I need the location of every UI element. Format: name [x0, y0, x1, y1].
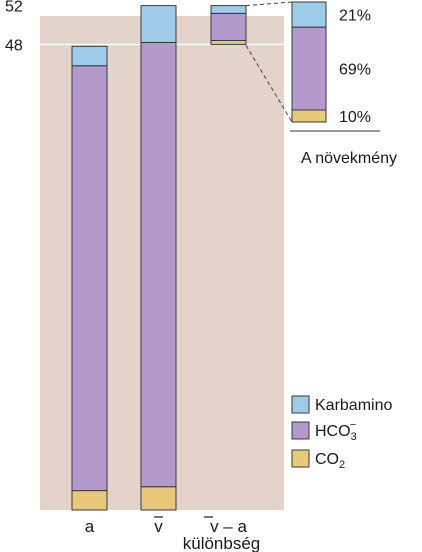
legend-label: CO2	[315, 451, 345, 471]
x-tick-label: v	[154, 517, 163, 536]
bar-segment	[140, 486, 177, 511]
stacked-bars	[71, 5, 247, 511]
connector-top	[245, 1, 293, 7]
inset-segment	[291, 26, 327, 111]
bar-segment	[210, 40, 247, 45]
connector-bottom	[245, 45, 293, 123]
bar-segment	[71, 45, 108, 67]
x-tick-sublabel: különbség	[183, 534, 261, 552]
bar-segment	[71, 65, 108, 492]
inset-segment	[291, 109, 327, 123]
y-tick-label: 52	[5, 0, 23, 16]
legend: Karbamino HCO3− CO2	[291, 395, 392, 471]
legend-label: Karbamino	[315, 397, 392, 414]
legend-label-superscript: −	[350, 419, 356, 431]
legend-label-subscript: 2	[339, 459, 345, 471]
inset-segment	[291, 1, 327, 28]
bar-segment	[210, 12, 247, 42]
bar-segment	[140, 41, 177, 488]
legend-label-text: Karbamino	[315, 397, 392, 414]
legend-swatch	[291, 421, 310, 440]
bar-segment	[71, 490, 108, 511]
y-tick-label: 48	[5, 37, 23, 54]
inset-percent-label: 21%	[339, 8, 371, 25]
legend-label-text: HCO	[315, 423, 351, 440]
legend-swatch	[291, 449, 310, 468]
legend-label: HCO3−	[315, 419, 357, 443]
inset-percent-label: 10%	[339, 109, 371, 126]
inset-title: A növekmény	[301, 150, 397, 167]
legend-label-text: CO	[315, 451, 339, 468]
bar-segment	[140, 5, 177, 43]
y-axis-ticks: 48 52	[5, 0, 23, 54]
x-tick-label: v – a	[210, 517, 247, 536]
increment-inset: 21% 69% 10% A növekmény	[290, 1, 397, 167]
legend-swatch	[291, 395, 310, 414]
bar-segment	[210, 5, 247, 14]
inset-percent-label: 69%	[339, 62, 371, 79]
legend-label-subscript: 3	[351, 431, 357, 443]
x-tick-label: a	[85, 517, 95, 536]
inset-connectors	[245, 1, 293, 123]
